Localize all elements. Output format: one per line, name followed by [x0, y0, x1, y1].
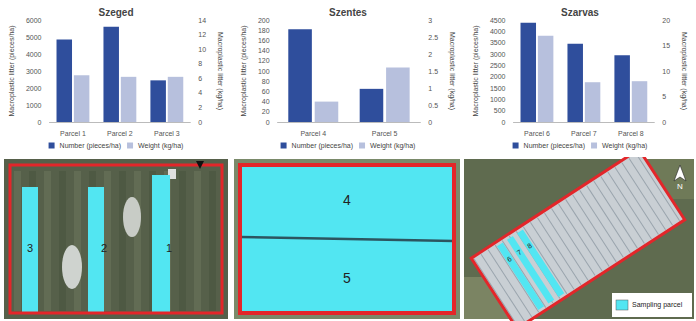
svg-text:Number (pieces/ha): Number (pieces/ha): [292, 142, 353, 150]
svg-text:1: 1: [428, 85, 432, 92]
svg-text:1500: 1500: [490, 85, 506, 92]
svg-text:Macroplastic litter (pieces/ha: Macroplastic litter (pieces/ha): [472, 25, 480, 116]
svg-text:Macroplastic litter (kg/ha): Macroplastic litter (kg/ha): [680, 32, 688, 110]
svg-text:2: 2: [428, 51, 432, 58]
svg-text:80: 80: [262, 78, 270, 85]
svg-text:8: 8: [526, 242, 533, 250]
svg-text:Number (pieces/ha): Number (pieces/ha): [524, 142, 585, 150]
svg-text:7: 7: [516, 248, 523, 256]
svg-text:Number (pieces/ha): Number (pieces/ha): [60, 142, 121, 150]
svg-text:0: 0: [266, 119, 270, 126]
svg-text:120: 120: [258, 57, 270, 64]
svg-text:1000: 1000: [490, 96, 506, 103]
svg-text:Macroplastic litter (kg/ha): Macroplastic litter (kg/ha): [448, 32, 456, 110]
svg-text:0: 0: [38, 119, 42, 126]
svg-text:3000: 3000: [26, 68, 42, 75]
svg-text:2500: 2500: [490, 62, 506, 69]
svg-text:20: 20: [662, 17, 670, 24]
svg-text:10: 10: [198, 46, 206, 53]
svg-text:3000: 3000: [490, 51, 506, 58]
svg-text:5: 5: [662, 93, 666, 100]
svg-text:Macroplastic litter (pieces/ha: Macroplastic litter (pieces/ha): [240, 25, 248, 116]
svg-text:N: N: [677, 182, 683, 191]
svg-text:14: 14: [198, 17, 206, 24]
svg-text:0.5: 0.5: [428, 102, 438, 109]
svg-text:Sampling parcel: Sampling parcel: [632, 301, 683, 309]
svg-text:8: 8: [198, 60, 202, 67]
svg-text:6: 6: [198, 75, 202, 82]
svg-text:0: 0: [662, 119, 666, 126]
svg-text:0: 0: [428, 119, 432, 126]
svg-text:200: 200: [258, 17, 270, 24]
svg-text:100: 100: [258, 68, 270, 75]
svg-text:Macroplastic litter (pieces/ha: Macroplastic litter (pieces/ha): [8, 25, 16, 116]
svg-text:Parcel 3: Parcel 3: [154, 130, 180, 137]
svg-text:1000: 1000: [26, 102, 42, 109]
svg-text:10: 10: [662, 68, 670, 75]
svg-text:2000: 2000: [490, 73, 506, 80]
svg-text:2000: 2000: [26, 85, 42, 92]
svg-text:Macroplastic litter (kg/ha): Macroplastic litter (kg/ha): [216, 32, 224, 110]
svg-text:4: 4: [343, 192, 351, 208]
svg-text:Szeged: Szeged: [98, 7, 133, 18]
svg-text:Weight (kg/ha): Weight (kg/ha): [370, 142, 415, 150]
svg-text:2: 2: [101, 242, 107, 254]
svg-text:3: 3: [27, 242, 33, 254]
svg-text:60: 60: [262, 88, 270, 95]
svg-text:6: 6: [506, 255, 513, 263]
svg-text:Parcel 5: Parcel 5: [372, 130, 398, 137]
svg-text:0: 0: [198, 119, 202, 126]
svg-text:1: 1: [166, 242, 172, 254]
svg-text:Parcel 4: Parcel 4: [300, 130, 326, 137]
svg-text:4: 4: [198, 89, 202, 96]
svg-text:Parcel 6: Parcel 6: [524, 130, 550, 137]
svg-text:0: 0: [502, 119, 506, 126]
svg-text:2.5: 2.5: [428, 34, 438, 41]
svg-text:4500: 4500: [490, 17, 506, 24]
svg-text:6000: 6000: [26, 17, 42, 24]
svg-text:Parcel 1: Parcel 1: [60, 130, 86, 137]
svg-text:160: 160: [258, 37, 270, 44]
svg-text:Weight (kg/ha): Weight (kg/ha): [602, 142, 647, 150]
svg-text:40: 40: [262, 98, 270, 105]
svg-text:12: 12: [198, 31, 206, 38]
svg-text:Parcel 7: Parcel 7: [571, 130, 597, 137]
svg-text:500: 500: [494, 107, 506, 114]
svg-text:4000: 4000: [26, 51, 42, 58]
svg-text:4000: 4000: [490, 28, 506, 35]
svg-text:5: 5: [343, 270, 351, 286]
svg-text:Parcel 8: Parcel 8: [618, 130, 644, 137]
svg-text:1.5: 1.5: [428, 68, 438, 75]
svg-text:15: 15: [662, 42, 670, 49]
svg-text:3: 3: [428, 17, 432, 24]
svg-text:Weight (kg/ha): Weight (kg/ha): [138, 142, 183, 150]
svg-text:2: 2: [198, 104, 202, 111]
svg-text:5000: 5000: [26, 34, 42, 41]
svg-text:180: 180: [258, 27, 270, 34]
svg-text:20: 20: [262, 108, 270, 115]
svg-text:Szentes: Szentes: [329, 7, 367, 18]
svg-text:Szarvas: Szarvas: [561, 7, 599, 18]
svg-text:Parcel 2: Parcel 2: [107, 130, 133, 137]
svg-text:140: 140: [258, 47, 270, 54]
svg-text:3500: 3500: [490, 39, 506, 46]
